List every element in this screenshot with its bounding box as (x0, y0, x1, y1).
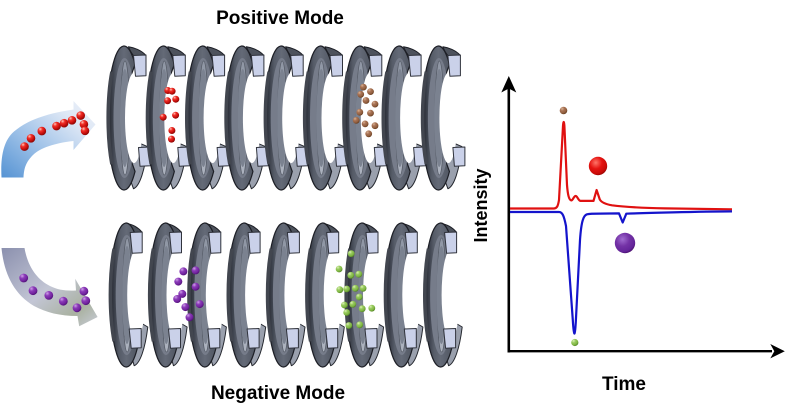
svg-text:Positive Mode: Positive Mode (216, 8, 344, 29)
svg-text:Negative Mode: Negative Mode (211, 383, 345, 404)
svg-text:Time: Time (602, 374, 646, 395)
svg-text:Intensity: Intensity (471, 168, 491, 242)
